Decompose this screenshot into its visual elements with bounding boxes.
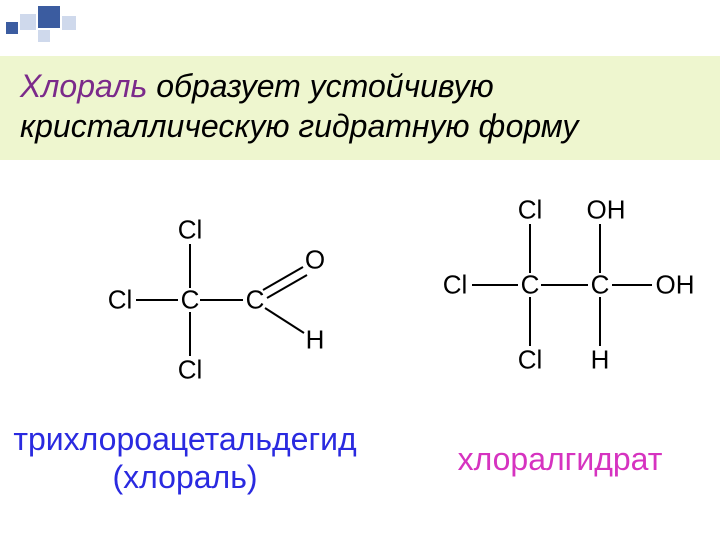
bonds-chloral <box>90 190 350 390</box>
caption-chloral-line1: трихлороацетальдегид <box>13 421 356 457</box>
molecule-chloralhydrate: C C Cl Cl Cl OH OH H <box>420 170 690 370</box>
caption-chloral-line2: (хлораль) <box>112 459 257 495</box>
bonds-chloralhydrate <box>420 170 700 380</box>
caption-chloralhydrate-text: хлоралгидрат <box>458 441 663 477</box>
corner-decoration <box>6 6 126 46</box>
molecule-chloral: C C Cl Cl Cl O H <box>90 190 350 380</box>
caption-chloralhydrate: хлоралгидрат <box>420 440 700 478</box>
title-emphasis: Хлораль <box>20 68 147 104</box>
title-band: Хлораль образует устойчивую кристалличес… <box>0 56 720 160</box>
caption-chloral: трихлороацетальдегид (хлораль) <box>0 420 370 497</box>
